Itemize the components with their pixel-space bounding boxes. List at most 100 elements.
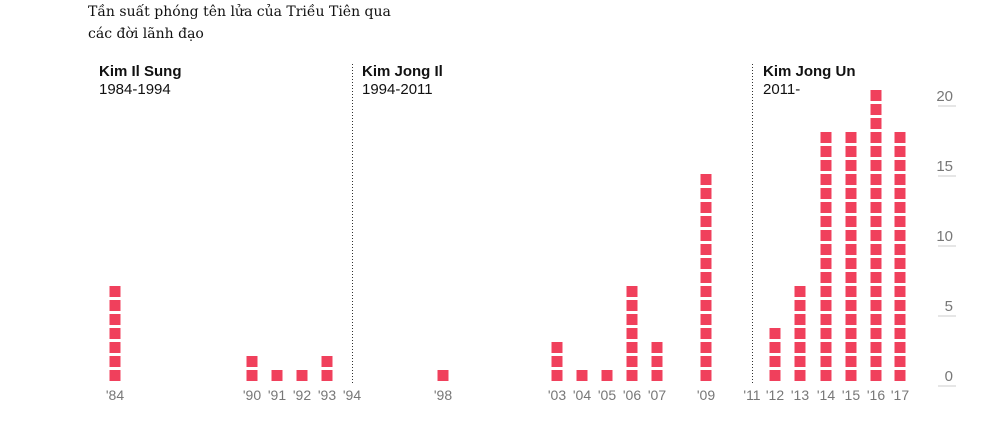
- bar-block: [769, 342, 781, 353]
- bar-block: [626, 314, 638, 325]
- bar-block: [551, 342, 563, 353]
- x-tick-label: '84: [106, 387, 124, 403]
- bar-block: [845, 160, 857, 171]
- bar-block: [700, 216, 712, 227]
- bar-block: [109, 286, 121, 297]
- bar-block: [870, 342, 882, 353]
- bar-block: [870, 188, 882, 199]
- bar-block: [700, 370, 712, 381]
- bar-block: [109, 370, 121, 381]
- x-tick-label: '04: [573, 387, 591, 403]
- bar-block: [870, 230, 882, 241]
- bar-block: [894, 258, 906, 269]
- bar-93: [321, 356, 333, 381]
- bar-16: [870, 90, 882, 381]
- bar-block: [870, 104, 882, 115]
- bar-block: [820, 174, 832, 185]
- bar-block: [820, 370, 832, 381]
- bar-block: [870, 370, 882, 381]
- bar-03: [551, 342, 563, 381]
- x-tick-label: '14: [817, 387, 835, 403]
- bar-block: [700, 188, 712, 199]
- bar-12: [769, 328, 781, 381]
- bar-block: [700, 230, 712, 241]
- leader-years-kim-il-sung: 1984-1994: [99, 81, 171, 98]
- x-tick-label: '90: [243, 387, 261, 403]
- bar-block: [626, 286, 638, 297]
- bar-13: [794, 286, 806, 381]
- x-tick-label: '06: [623, 387, 641, 403]
- bar-block: [109, 342, 121, 353]
- bar-block: [870, 272, 882, 283]
- bar-block: [700, 342, 712, 353]
- bar-block: [894, 342, 906, 353]
- bar-block: [870, 90, 882, 101]
- bar-block: [551, 370, 563, 381]
- bar-block: [700, 300, 712, 311]
- bar-block: [870, 118, 882, 129]
- x-tick-label: '98: [434, 387, 452, 403]
- bar-block: [321, 370, 333, 381]
- bar-block: [870, 328, 882, 339]
- bar-block: [626, 300, 638, 311]
- bar-block: [845, 202, 857, 213]
- y-tick-label: 15: [936, 158, 953, 175]
- bar-14: [820, 132, 832, 381]
- bar-block: [296, 370, 308, 381]
- bar-block: [845, 258, 857, 269]
- bar-block: [437, 370, 449, 381]
- bar-block: [870, 314, 882, 325]
- bar-block: [870, 202, 882, 213]
- bar-block: [794, 342, 806, 353]
- bar-block: [700, 272, 712, 283]
- bar-84: [109, 286, 121, 381]
- y-tick-label: 0: [945, 368, 953, 385]
- x-tick-label: '92: [293, 387, 311, 403]
- bar-04: [576, 370, 588, 381]
- bar-block: [894, 202, 906, 213]
- bar-block: [870, 174, 882, 185]
- x-tick-label: '91: [268, 387, 286, 403]
- bar-block: [794, 328, 806, 339]
- bar-block: [626, 328, 638, 339]
- bar-block: [845, 314, 857, 325]
- bar-block: [845, 146, 857, 157]
- bar-98: [437, 370, 449, 381]
- bar-block: [576, 370, 588, 381]
- bar-05: [601, 370, 613, 381]
- bar-06: [626, 286, 638, 381]
- bar-block: [651, 356, 663, 367]
- bar-block: [700, 286, 712, 297]
- bar-block: [894, 244, 906, 255]
- x-tick-label: '13: [791, 387, 809, 403]
- leader-years-kim-jong-il: 1994-2011: [362, 81, 433, 98]
- x-tick-label: '12: [766, 387, 784, 403]
- y-tick-label: 10: [936, 228, 953, 245]
- bar-block: [894, 146, 906, 157]
- bar-block: [894, 272, 906, 283]
- bar-block: [820, 328, 832, 339]
- bar-block: [820, 132, 832, 143]
- bar-block: [870, 356, 882, 367]
- bar-block: [651, 370, 663, 381]
- bar-block: [651, 342, 663, 353]
- bar-block: [870, 146, 882, 157]
- bar-block: [820, 272, 832, 283]
- bar-block: [894, 300, 906, 311]
- bar-block: [794, 286, 806, 297]
- bar-block: [894, 132, 906, 143]
- bar-block: [845, 272, 857, 283]
- bar-block: [845, 216, 857, 227]
- bar-91: [271, 370, 283, 381]
- x-tick-label: '17: [891, 387, 909, 403]
- bar-block: [894, 160, 906, 171]
- bar-block: [246, 356, 258, 367]
- bar-block: [894, 216, 906, 227]
- bar-block: [820, 216, 832, 227]
- bar-block: [894, 230, 906, 241]
- leader-name-kim-jong-il: Kim Jong Il: [362, 63, 443, 80]
- bar-block: [551, 356, 563, 367]
- x-tick-label: '03: [548, 387, 566, 403]
- bar-block: [845, 300, 857, 311]
- chart-title-line-1: Tần suất phóng tên lửa của Triều Tiên qu…: [88, 3, 391, 20]
